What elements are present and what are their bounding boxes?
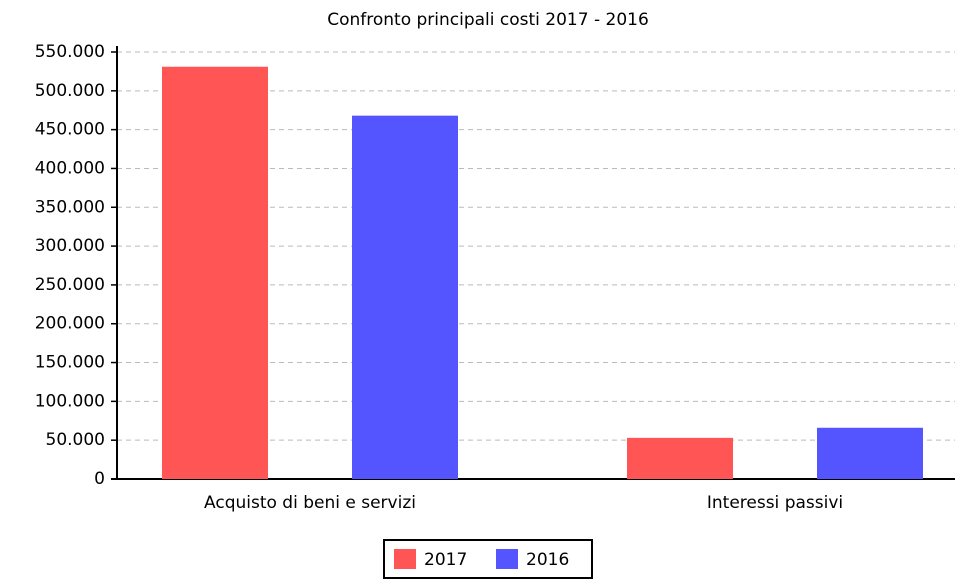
chart-title: Confronto principali costi 2017 - 2016 [327, 10, 649, 30]
legend-swatch [496, 549, 518, 569]
y-tick-label: 300.000 [35, 236, 105, 256]
bar [627, 437, 733, 479]
bar [817, 427, 923, 479]
legend-box [383, 539, 593, 579]
bar [352, 115, 458, 480]
y-tick-label: 500.000 [35, 81, 105, 101]
y-tick-label: 50.000 [46, 430, 105, 450]
y-tick-label: 350.000 [35, 197, 105, 217]
y-tick-label: 150.000 [35, 353, 105, 373]
legend-label: 2017 [424, 550, 467, 570]
y-tick-label: 450.000 [35, 120, 105, 140]
x-tick-label: Acquisto di beni e servizi [204, 493, 416, 513]
legend-label: 2016 [526, 550, 569, 570]
y-tick-label: 250.000 [35, 275, 105, 295]
legend-swatch [394, 549, 416, 569]
x-tick-label: Interessi passivi [707, 493, 843, 513]
y-tick-label: 0 [94, 469, 105, 489]
y-tick-label: 400.000 [35, 158, 105, 178]
y-tick-label: 550.000 [35, 42, 105, 62]
y-tick-label: 100.000 [35, 391, 105, 411]
y-tick-label: 200.000 [35, 314, 105, 334]
bar [162, 66, 268, 479]
